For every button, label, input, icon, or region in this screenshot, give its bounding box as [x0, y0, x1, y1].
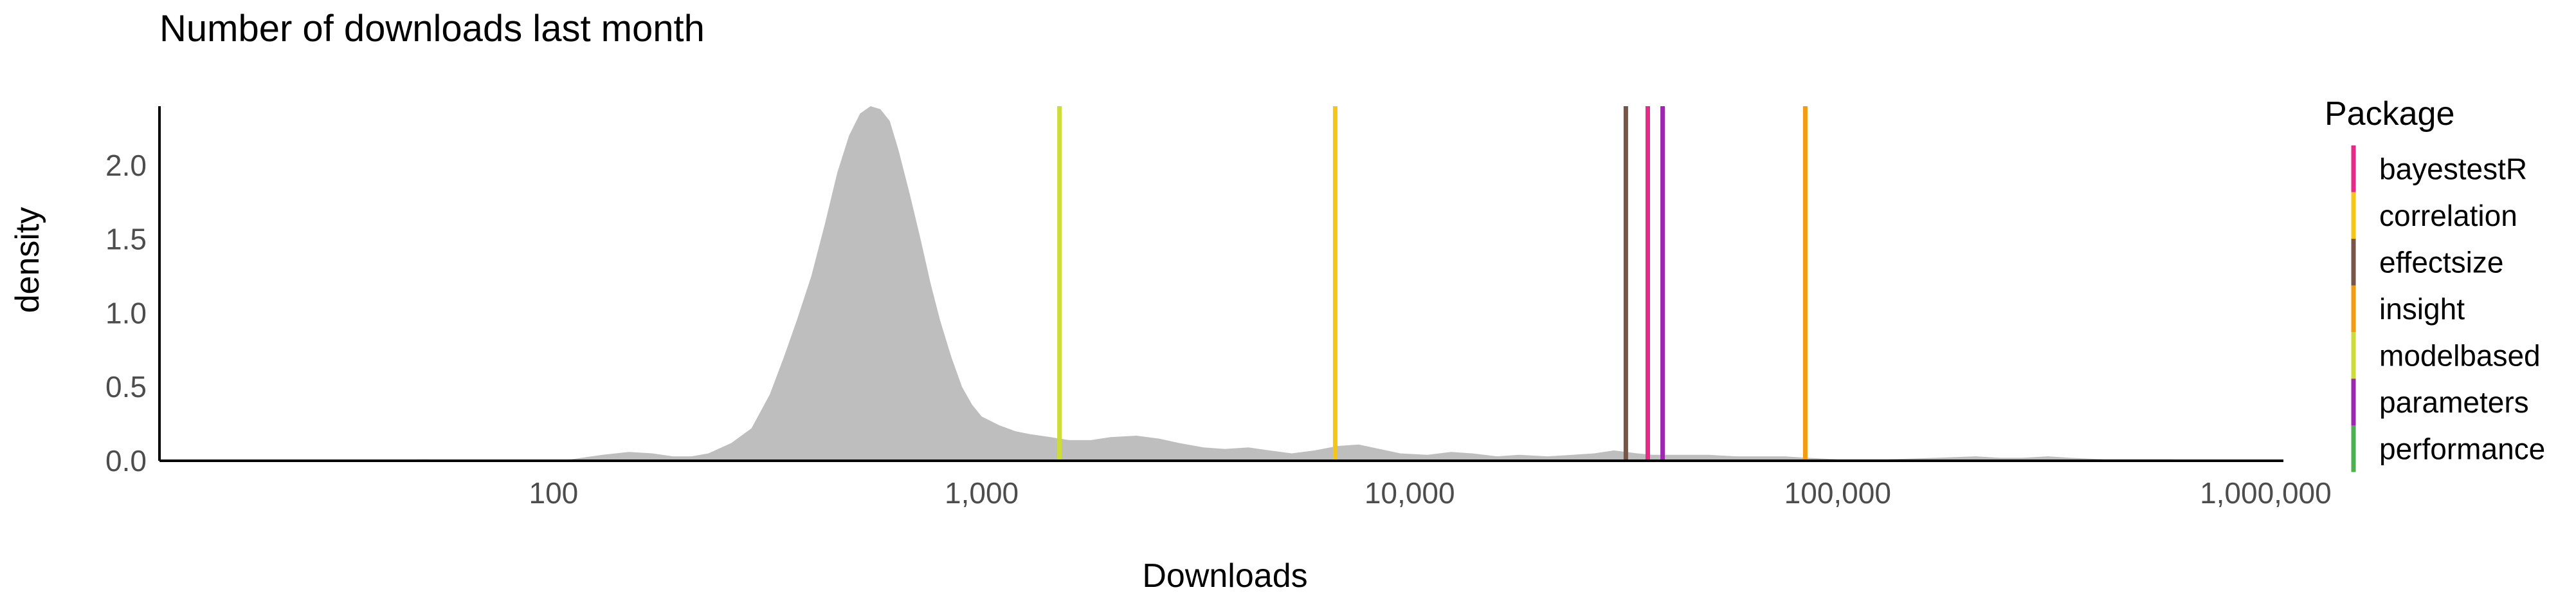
y-axis-ticks: 0.0 0.5 1.0 1.5 2.0: [105, 149, 147, 478]
x-axis-title: Downloads: [1142, 557, 1307, 595]
x-tick-label: 10,000: [1365, 476, 1455, 510]
y-tick-label: 0.5: [105, 370, 147, 404]
chart-title: Number of downloads last month: [159, 8, 705, 50]
x-tick-label: 100: [529, 476, 579, 510]
legend-label-parameters: parameters: [2379, 385, 2529, 419]
legend-label-performance: performance: [2379, 432, 2545, 465]
y-tick-label: 1.5: [105, 223, 147, 256]
y-tick-label: 1.0: [105, 296, 147, 329]
density-area: [159, 106, 2283, 461]
package-lines: [1057, 106, 1808, 461]
legend-label-modelbased: modelbased: [2379, 339, 2541, 372]
y-axis-title: density: [9, 207, 46, 313]
x-tick-label: 100,000: [1784, 476, 1891, 510]
x-axis-ticks: 100 1,000 10,000 100,000 1,000,000: [529, 476, 2332, 510]
legend: Package bayestestR correlation effectsize i…: [2325, 95, 2545, 472]
legend-label-effectsize: effectsize: [2379, 245, 2503, 279]
legend-title: Package: [2325, 95, 2454, 133]
x-tick-label: 1,000,000: [2200, 476, 2332, 510]
y-tick-label: 0.0: [105, 444, 147, 478]
legend-label-correlation: correlation: [2379, 199, 2517, 232]
plot-area: [158, 106, 2283, 462]
y-tick-label: 2.0: [105, 149, 147, 182]
x-tick-label: 1,000: [945, 476, 1019, 510]
legend-label-bayestestR: bayestestR: [2379, 152, 2527, 185]
legend-label-insight: insight: [2379, 292, 2465, 326]
legend-items: bayestestR correlation effectsize insight mo…: [2351, 145, 2545, 472]
